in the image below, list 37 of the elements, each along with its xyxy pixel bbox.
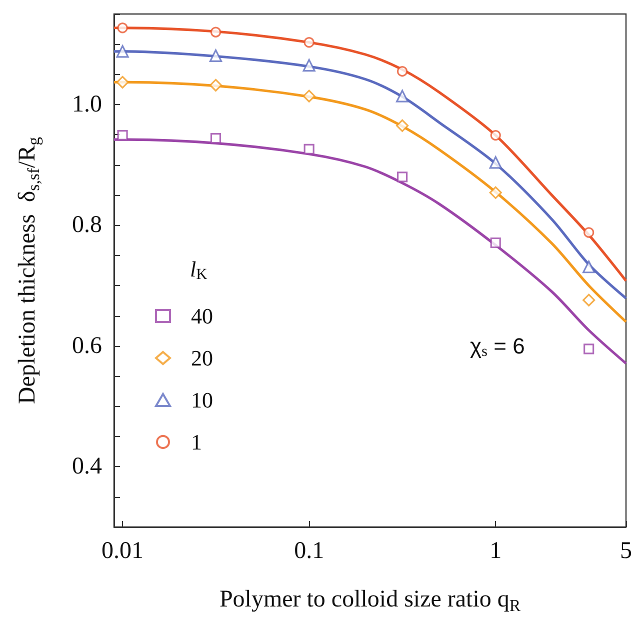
point	[210, 133, 222, 144]
point	[396, 119, 409, 132]
point	[116, 76, 129, 88]
x-tick-label: 0.01	[102, 538, 144, 564]
y-tick-label: 0.4	[72, 454, 102, 480]
point	[117, 22, 128, 34]
legend-label: 40	[191, 304, 213, 328]
point	[489, 186, 502, 199]
point	[490, 130, 501, 141]
x-tick-label: 5	[620, 538, 632, 564]
point	[302, 59, 316, 72]
y-tick-label: 0.8	[72, 212, 102, 238]
point	[304, 37, 314, 48]
point	[396, 172, 408, 182]
y-tick-label: 1.0	[72, 92, 102, 118]
point	[304, 144, 314, 154]
legend-label: 10	[191, 388, 213, 412]
point	[584, 344, 594, 354]
point	[209, 49, 222, 62]
y-axis-title: Depletion thickness δs,sf/Rg	[14, 136, 43, 404]
point	[396, 90, 409, 102]
point	[210, 26, 222, 38]
x-tick-label: 0.1	[294, 538, 324, 564]
point	[302, 90, 316, 102]
point	[489, 156, 502, 169]
point	[209, 78, 222, 92]
point	[582, 294, 596, 306]
point	[584, 227, 594, 238]
point	[490, 237, 501, 248]
point	[582, 260, 596, 274]
legend-label: 20	[191, 346, 213, 370]
point	[396, 66, 408, 77]
y-tick-label: 0.6	[72, 332, 102, 359]
x-tick-label: 1	[490, 538, 502, 564]
legend-label: 1	[191, 430, 202, 454]
point	[116, 45, 129, 58]
point	[117, 130, 128, 141]
